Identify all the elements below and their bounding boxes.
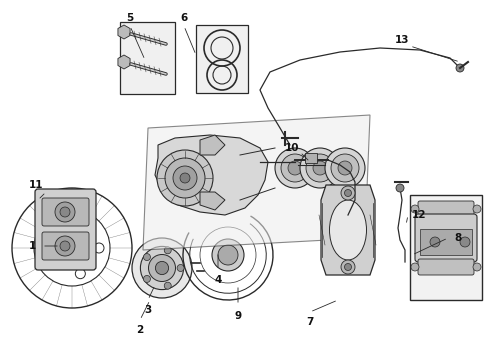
Polygon shape xyxy=(143,115,370,250)
FancyBboxPatch shape xyxy=(35,189,96,270)
Circle shape xyxy=(344,264,351,270)
Text: 6: 6 xyxy=(180,13,188,23)
Circle shape xyxy=(313,161,327,175)
Circle shape xyxy=(144,253,150,261)
FancyBboxPatch shape xyxy=(42,232,89,260)
Polygon shape xyxy=(200,135,225,155)
Bar xyxy=(410,195,482,300)
Ellipse shape xyxy=(329,200,367,260)
Circle shape xyxy=(331,154,359,182)
Text: 10: 10 xyxy=(285,143,299,153)
Text: 5: 5 xyxy=(126,13,134,23)
Text: 1: 1 xyxy=(28,241,36,251)
Circle shape xyxy=(411,205,419,213)
Circle shape xyxy=(341,260,355,274)
Circle shape xyxy=(456,64,464,72)
Circle shape xyxy=(55,236,75,256)
Text: 8: 8 xyxy=(454,233,462,243)
Circle shape xyxy=(218,245,238,265)
Circle shape xyxy=(157,150,213,206)
Polygon shape xyxy=(155,135,268,215)
Circle shape xyxy=(460,237,470,247)
Circle shape xyxy=(306,154,334,182)
Circle shape xyxy=(396,184,404,192)
Circle shape xyxy=(212,239,244,271)
Polygon shape xyxy=(118,55,130,69)
Circle shape xyxy=(55,202,75,222)
FancyBboxPatch shape xyxy=(42,198,89,226)
Circle shape xyxy=(180,173,190,183)
FancyBboxPatch shape xyxy=(418,201,474,217)
Circle shape xyxy=(344,189,351,197)
Circle shape xyxy=(275,148,315,188)
Circle shape xyxy=(300,148,340,188)
Text: 3: 3 xyxy=(145,305,151,315)
Text: 11: 11 xyxy=(29,180,43,190)
Bar xyxy=(196,25,248,93)
Polygon shape xyxy=(200,192,225,210)
Text: 9: 9 xyxy=(234,311,242,321)
FancyBboxPatch shape xyxy=(418,259,474,275)
Circle shape xyxy=(165,158,205,198)
Circle shape xyxy=(473,205,481,213)
Circle shape xyxy=(155,261,169,275)
Bar xyxy=(120,22,175,94)
Circle shape xyxy=(341,186,355,200)
Text: 2: 2 xyxy=(136,325,144,335)
Circle shape xyxy=(411,263,419,271)
Circle shape xyxy=(430,237,440,247)
Circle shape xyxy=(288,161,302,175)
FancyBboxPatch shape xyxy=(415,214,477,262)
Circle shape xyxy=(281,154,309,182)
Text: 4: 4 xyxy=(214,275,221,285)
Text: 12: 12 xyxy=(412,210,426,220)
Circle shape xyxy=(132,238,192,298)
Text: 7: 7 xyxy=(306,317,314,327)
Circle shape xyxy=(173,166,197,190)
Circle shape xyxy=(164,247,171,254)
Polygon shape xyxy=(321,185,375,275)
Circle shape xyxy=(473,263,481,271)
Circle shape xyxy=(338,161,352,175)
Circle shape xyxy=(60,207,70,217)
Circle shape xyxy=(177,265,184,271)
Circle shape xyxy=(144,275,150,283)
Text: 13: 13 xyxy=(395,35,409,45)
Circle shape xyxy=(148,255,175,282)
Polygon shape xyxy=(118,25,130,39)
Circle shape xyxy=(141,246,184,289)
Circle shape xyxy=(164,282,171,289)
Bar xyxy=(420,229,472,255)
Circle shape xyxy=(60,241,70,251)
Bar xyxy=(305,153,317,163)
Circle shape xyxy=(325,148,365,188)
